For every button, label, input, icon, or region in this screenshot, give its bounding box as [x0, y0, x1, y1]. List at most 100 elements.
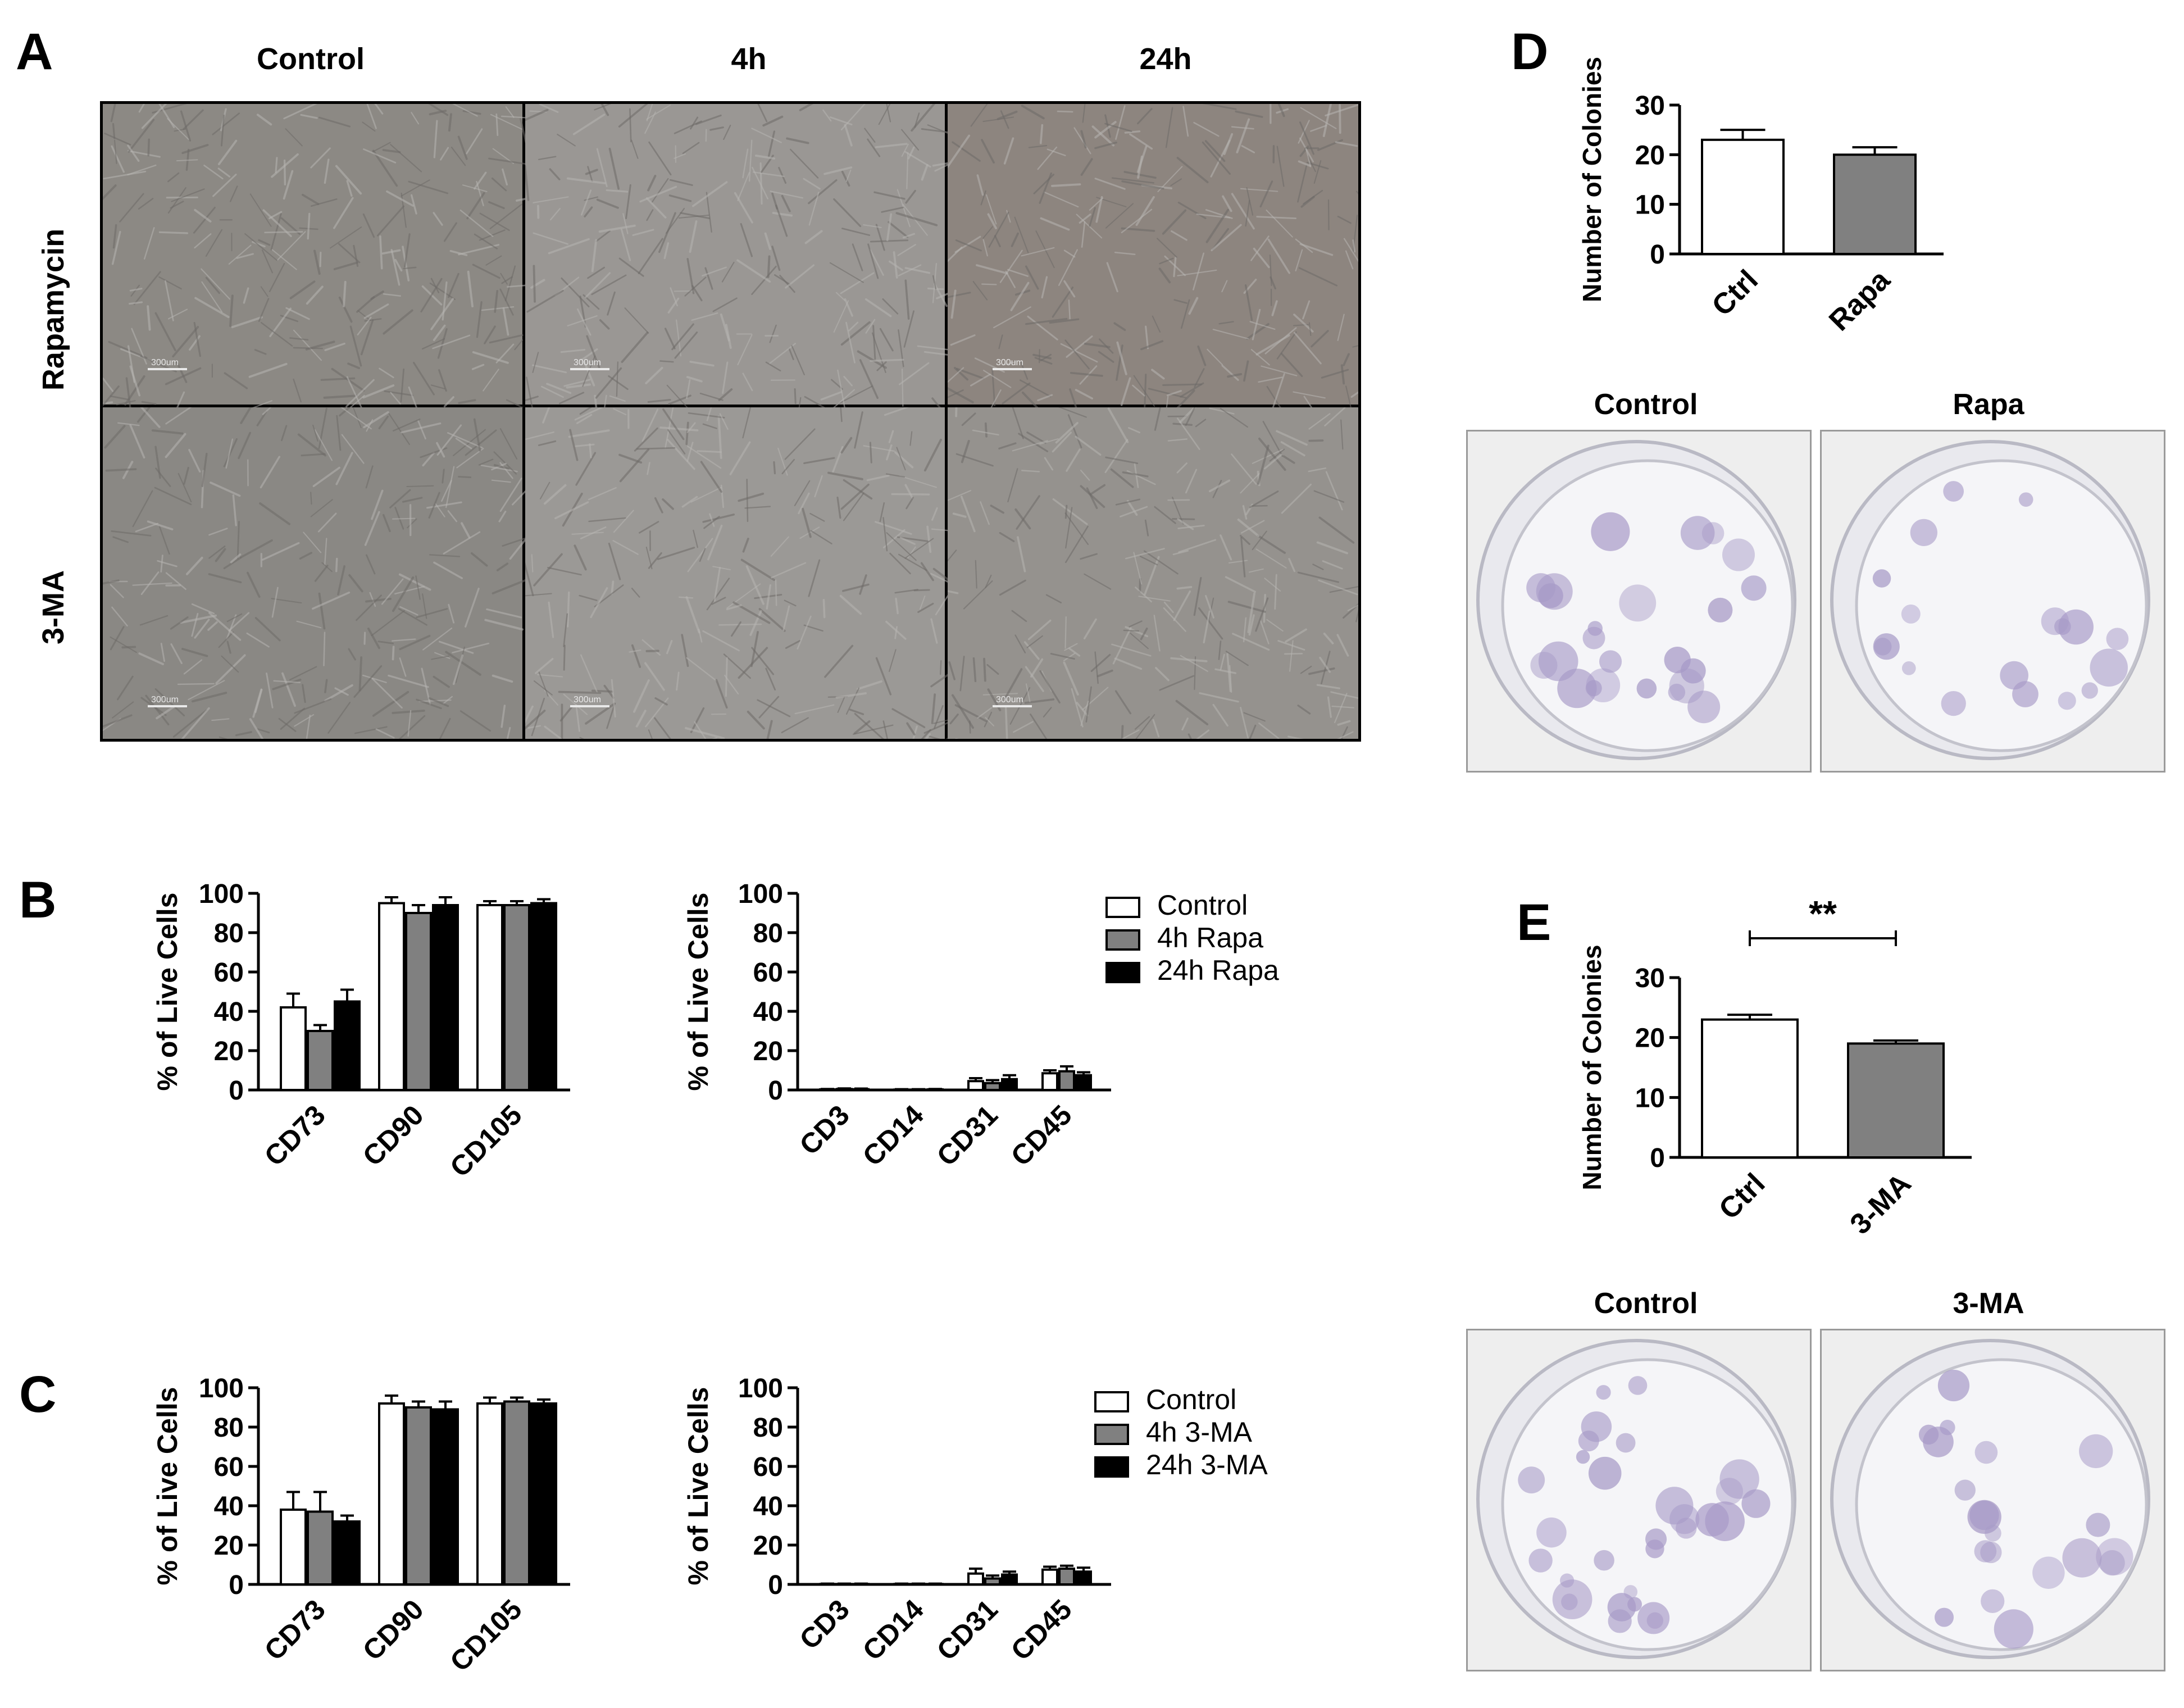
x-tick-label: CD45	[1005, 1593, 1078, 1666]
legend-label: Control	[1157, 889, 1248, 921]
colony	[1681, 658, 1706, 684]
y-tick-label: 20	[1635, 1024, 1665, 1053]
y-tick-label: 60	[753, 1452, 783, 1482]
colony	[1722, 539, 1755, 571]
significance-marker: **	[1809, 893, 1837, 934]
colony	[1616, 1433, 1636, 1453]
colony	[1741, 575, 1767, 601]
colony	[1902, 661, 1916, 675]
colony	[1695, 1503, 1728, 1536]
x-tick-label: CD45	[1005, 1099, 1078, 1172]
colony	[1645, 1539, 1664, 1558]
bar	[985, 1083, 1000, 1090]
colony	[2062, 1538, 2101, 1578]
petri-dish-image	[1822, 431, 2165, 773]
y-axis-label: % of Live Cells	[152, 893, 183, 1091]
scale-bar-label: 300um	[574, 358, 601, 368]
bar	[1043, 1570, 1057, 1584]
bar	[1834, 155, 1915, 254]
scale-bar-label: 300um	[574, 695, 601, 705]
y-tick-label: 80	[753, 1413, 783, 1443]
colony	[1536, 1518, 1567, 1548]
column-label-control: Control	[170, 42, 451, 76]
y-tick-label: 30	[1635, 91, 1665, 121]
y-tick-label: 100	[199, 1374, 244, 1403]
colony	[1941, 691, 1966, 716]
x-tick-label: Ctrl	[1706, 264, 1764, 322]
y-tick-label: 40	[214, 1492, 244, 1521]
legend-swatch	[1095, 1425, 1128, 1444]
scale-bar	[993, 368, 1032, 370]
colony	[1589, 1457, 1622, 1490]
bar	[985, 1579, 1000, 1585]
bar	[968, 1081, 983, 1090]
panel-letter-c: C	[19, 1365, 56, 1424]
colony	[1873, 633, 1900, 660]
colony	[1873, 569, 1891, 587]
colony	[1581, 1411, 1612, 1442]
colony	[2090, 648, 2128, 687]
row-label-rapamycin: Rapamycin	[36, 197, 71, 422]
colony	[2106, 628, 2129, 650]
scale-bar-label: 300um	[151, 695, 179, 705]
bar	[335, 1002, 360, 1091]
colony	[1594, 1550, 1614, 1571]
bar	[1848, 1043, 1944, 1157]
colony	[2058, 610, 2093, 644]
legend-swatch	[1107, 963, 1139, 982]
scale-bar	[993, 705, 1032, 707]
micrograph-tile: 300um	[525, 407, 948, 742]
colony	[1741, 1489, 1770, 1518]
x-tick-label: CD14	[857, 1593, 930, 1666]
colony	[2058, 692, 2076, 710]
bar	[531, 903, 556, 1091]
x-tick-label: CD105	[444, 1099, 528, 1183]
colony	[1591, 512, 1630, 551]
colony	[1955, 1480, 1976, 1501]
panel-letter-e: E	[1517, 893, 1551, 952]
legend-label: 4h 3-MA	[1146, 1416, 1253, 1448]
colony	[2012, 681, 2039, 707]
y-tick-label: 0	[229, 1076, 244, 1106]
colony	[1553, 1579, 1593, 1619]
bar	[968, 1574, 983, 1584]
y-tick-label: 60	[753, 958, 783, 988]
x-tick-label: Ctrl	[1713, 1167, 1771, 1225]
bar	[1702, 140, 1783, 254]
column-label-4h: 4h	[608, 42, 889, 76]
y-tick-label: 40	[214, 997, 244, 1027]
x-tick-label: CD14	[857, 1099, 930, 1172]
x-tick-label: CD73	[258, 1593, 331, 1666]
micrograph-tile: 300um	[948, 104, 1361, 407]
y-tick-label: 0	[1650, 1143, 1665, 1173]
colony	[2019, 492, 2033, 507]
colony	[1994, 1609, 2033, 1648]
legend-label: Control	[1146, 1384, 1236, 1415]
bar	[406, 1407, 431, 1584]
bar	[379, 903, 404, 1091]
micrograph-tile: 300um	[103, 407, 525, 742]
bar	[1043, 1073, 1057, 1090]
colony	[1681, 516, 1715, 550]
colony	[1530, 652, 1557, 679]
bar	[504, 905, 529, 1090]
bar	[281, 1510, 306, 1584]
y-tick-label: 40	[753, 997, 783, 1027]
colony	[1708, 598, 1732, 623]
scale-bar	[570, 368, 609, 370]
y-tick-label: 0	[229, 1570, 244, 1600]
colony	[1985, 1525, 2001, 1542]
legend-label: 24h Rapa	[1157, 955, 1279, 986]
y-tick-label: 20	[753, 1037, 783, 1066]
colony	[2100, 1550, 2125, 1575]
y-tick-label: 60	[214, 1452, 244, 1482]
colony	[1975, 1441, 1998, 1464]
x-tick-label: CD90	[357, 1593, 430, 1666]
bar	[308, 1512, 333, 1585]
bar	[1002, 1079, 1017, 1090]
bar	[1059, 1071, 1074, 1090]
